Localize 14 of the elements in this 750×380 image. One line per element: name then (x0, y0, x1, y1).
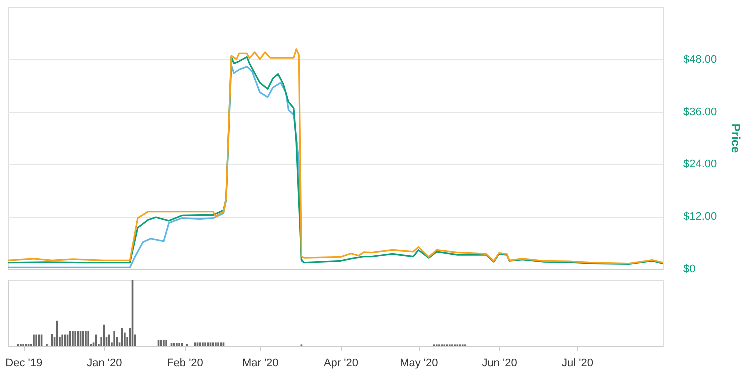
x-tick-label: Jun '20 (482, 358, 518, 370)
x-tick-label: Feb '20 (167, 358, 204, 370)
x-tick-label: Apr '20 (324, 358, 358, 370)
x-tick-label: Dec '19 (6, 358, 43, 370)
y-tick-label: $12.00 (684, 211, 718, 224)
y-tick-label: $48.00 (684, 54, 718, 66)
y-axis-title: Price (729, 124, 744, 154)
y-tick-label: $24.00 (684, 158, 718, 171)
x-tick-label: Jan '20 (87, 358, 122, 370)
y-tick-label: $0 (684, 264, 696, 276)
y-tick-label: $36.00 (684, 106, 718, 118)
x-tick-label: May '20 (400, 358, 438, 370)
x-tick-label: Jul '20 (562, 358, 594, 370)
x-tick-label: Mar '20 (242, 358, 279, 370)
